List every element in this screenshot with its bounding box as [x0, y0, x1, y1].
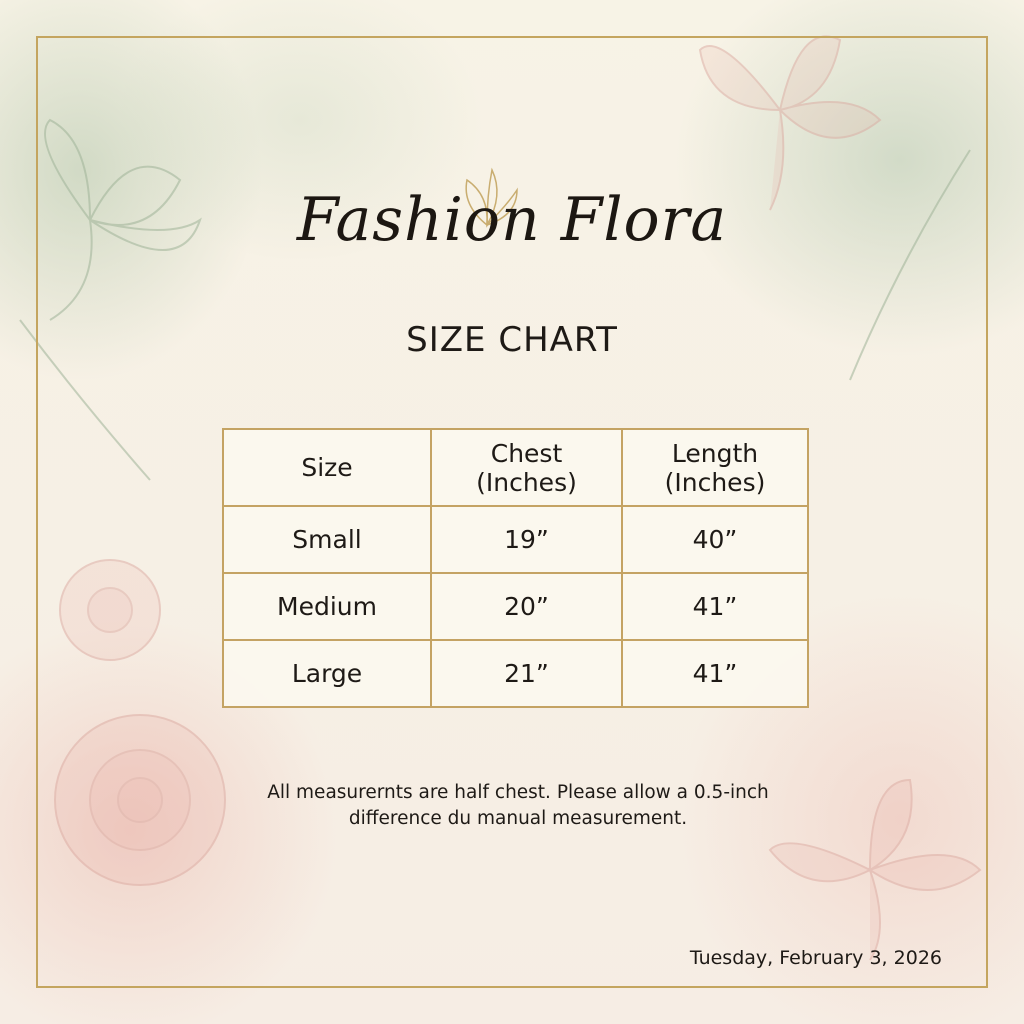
header-label: Length [671, 438, 759, 468]
cell-length: 41” [621, 639, 809, 708]
rose-flower-icon [59, 559, 161, 661]
note-line: All measurernts are half chest. Please a… [267, 782, 769, 803]
header-chest: Chest (Inches) [430, 428, 623, 507]
cell-size: Large [222, 639, 432, 708]
cell-size: Medium [222, 572, 432, 641]
header-label: Size [301, 453, 353, 482]
date-label: Tuesday, February 3, 2026 [689, 947, 942, 969]
lily-flower-icon [768, 778, 982, 961]
header-label: Chest [490, 438, 563, 468]
header-unit: (Inches) [664, 467, 766, 497]
lily-flower-icon [44, 118, 202, 321]
leaf-emblem-icon [465, 167, 518, 228]
gold-border-frame [36, 36, 988, 988]
table-header-row: Size Chest (Inches) Length (Inches) [222, 428, 809, 507]
fern-leaf-icon [19, 319, 151, 481]
rose-flower-icon [54, 714, 226, 886]
size-table: Size Chest (Inches) Length (Inches) Small … [222, 428, 809, 708]
cell-chest: 20” [430, 572, 623, 641]
table-row: Large 21” 41” [222, 639, 809, 708]
header-unit: (Inches) [476, 467, 577, 497]
brand-logo: Fashion Flora [296, 185, 728, 255]
cell-size: Small [222, 505, 432, 574]
header-length: Length (Inches) [621, 428, 809, 507]
cell-chest: 21” [430, 639, 623, 708]
cell-length: 40” [621, 505, 809, 574]
lily-flower-icon [698, 35, 882, 211]
cell-length: 41” [621, 572, 809, 641]
header-size: Size [222, 428, 432, 507]
table-row: Small 19” 40” [222, 505, 809, 574]
table-row: Medium 20” 41” [222, 572, 809, 641]
measurement-note: All measurernts are half chest. Please a… [0, 780, 1024, 832]
cell-chest: 19” [430, 505, 623, 574]
page-title: SIZE CHART [406, 320, 618, 360]
note-line: difference du manual measurement. [348, 808, 688, 829]
